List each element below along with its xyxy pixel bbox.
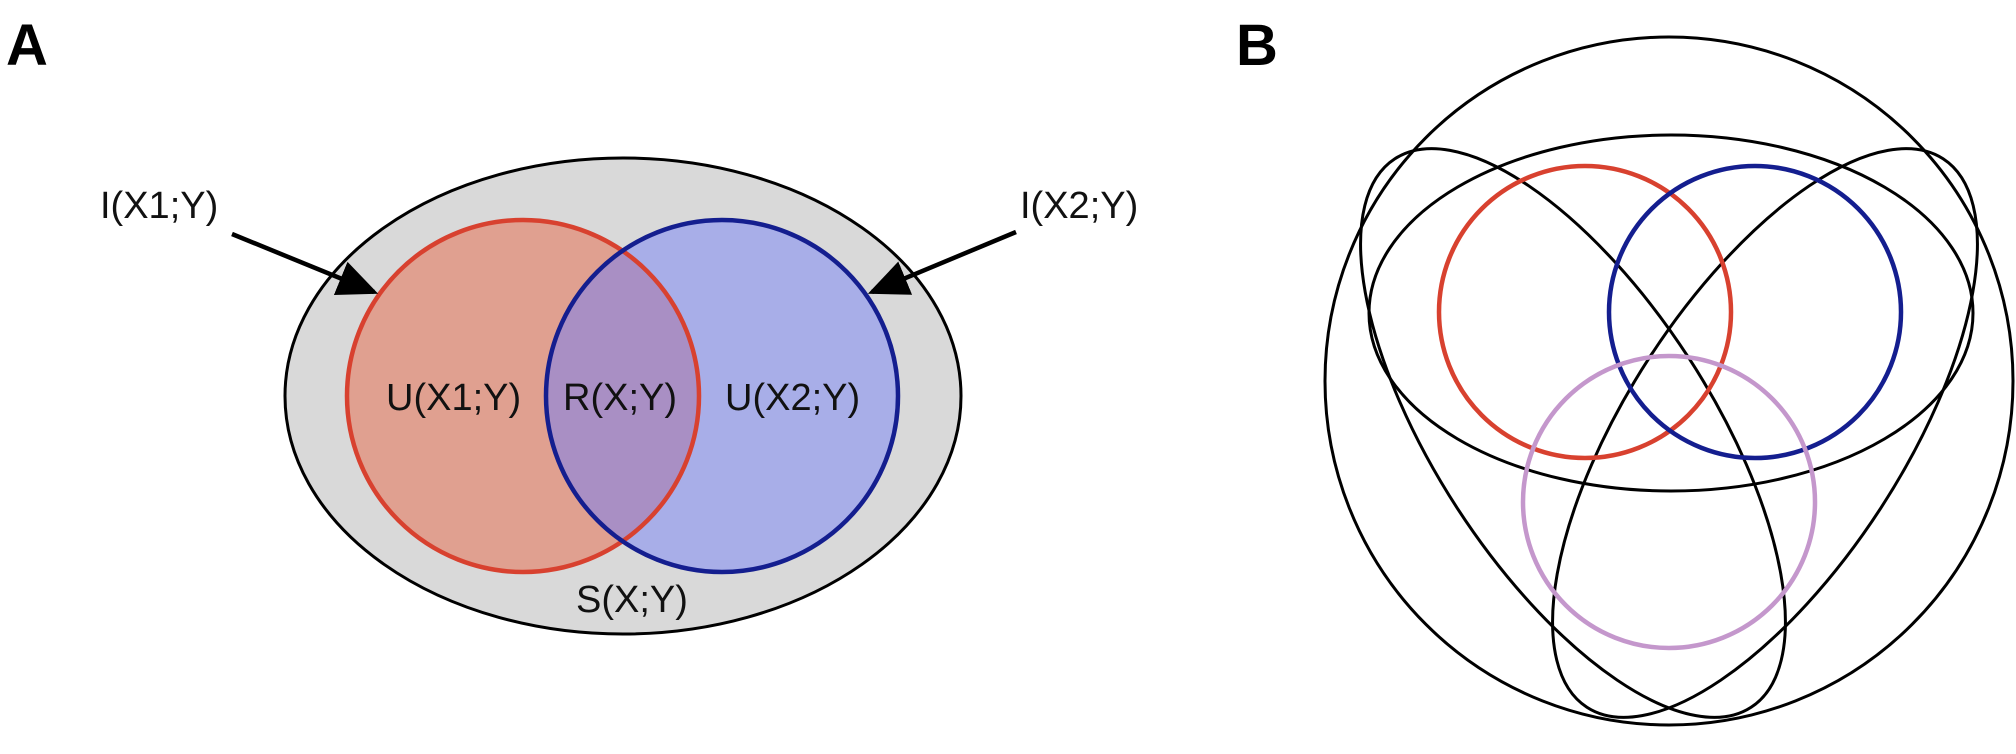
panel-a: A I(X1;Y) I(X2;Y) U(X1;Y) R(X;Y) U(X2;Y)… (6, 13, 1138, 636)
x2-circle-outline (543, 217, 901, 575)
purple-circle (1520, 353, 1818, 651)
i-x1-y-arrow (231, 231, 379, 296)
panel-b-letter: B (1236, 13, 1278, 78)
r-x-y-label: R(X;Y) (563, 377, 677, 419)
redundancy-overlap-region (546, 220, 699, 572)
i-x2-y-arrow (867, 229, 1017, 295)
x1-circle-outline (344, 217, 702, 575)
outer-enclosing-circle (1323, 35, 2015, 727)
u-x2-y-label: U(X2;Y) (725, 377, 860, 419)
tilted-ellipse-right (1551, 147, 1979, 719)
panel-a-letter: A (6, 13, 48, 78)
u-x1-y-label: U(X1;Y) (386, 377, 521, 419)
tilted-ellipse-left (1359, 147, 1787, 719)
i-x2-y-label: I(X2;Y) (1020, 185, 1138, 227)
i-x1-y-label: I(X1;Y) (100, 185, 218, 227)
blue-circle (1606, 163, 1904, 461)
horizontal-ellipse (1367, 133, 1975, 493)
red-circle (1436, 163, 1734, 461)
s-x-y-label: S(X;Y) (576, 579, 688, 621)
panel-b: B (1236, 13, 2015, 727)
